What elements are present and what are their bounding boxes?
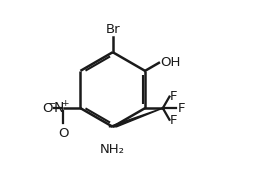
Text: +: + xyxy=(61,99,68,108)
Text: Br: Br xyxy=(105,23,120,36)
Text: F: F xyxy=(170,90,178,103)
Text: F: F xyxy=(177,102,185,115)
Text: NH₂: NH₂ xyxy=(100,143,125,156)
Text: O: O xyxy=(58,127,68,140)
Text: F: F xyxy=(170,114,178,127)
Text: N: N xyxy=(54,101,64,115)
Text: −: − xyxy=(48,99,56,109)
Text: O: O xyxy=(42,102,52,115)
Text: OH: OH xyxy=(160,56,180,69)
Polygon shape xyxy=(109,108,163,127)
